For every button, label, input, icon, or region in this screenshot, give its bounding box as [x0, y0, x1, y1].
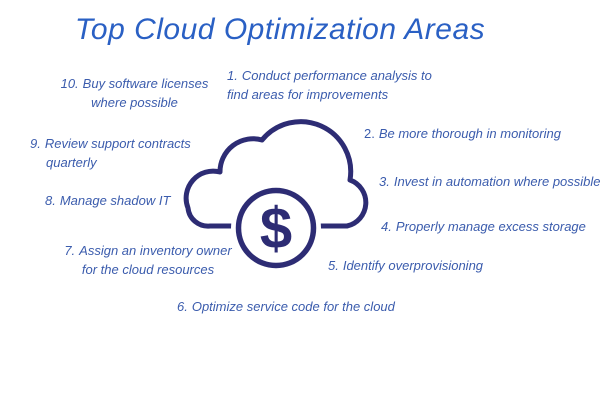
page-title: Top Cloud Optimization Areas [74, 13, 486, 46]
item-number: 5. [328, 258, 339, 273]
item-text: Identify overprovisioning [342, 258, 484, 273]
item-number: 4. [381, 219, 392, 234]
item-7: 7. Assign an inventory owner for the clou… [62, 241, 234, 279]
item-2: 2. Be more thorough in monitoring [364, 124, 561, 143]
item-text: Optimize service code for the cloud [191, 299, 395, 314]
item-text: Manage shadow IT [59, 193, 171, 208]
item-1: 1. Conduct performance analysis to find a… [227, 66, 432, 104]
item-6: 6. Optimize service code for the cloud [177, 297, 395, 316]
item-text: Conduct performance analysis to [241, 68, 432, 83]
item-text-line2: where possible [91, 95, 178, 110]
item-text: Be more thorough in monitoring [378, 126, 561, 141]
item-text: Review support contracts [44, 136, 191, 151]
item-number: 2. [364, 126, 375, 141]
item-10: 10. Buy software licenses where possible [52, 74, 217, 112]
item-3: 3. Invest in automation where possible [379, 172, 600, 191]
dollar-circle-icon [235, 187, 317, 269]
item-text: Assign an inventory owner [79, 243, 232, 258]
item-8: 8. Manage shadow IT [45, 191, 170, 210]
cloud-outline-icon [183, 119, 369, 229]
item-text: Invest in automation where possible [393, 174, 600, 189]
item-text: Buy software licenses [82, 76, 209, 91]
item-number: 8. [45, 193, 56, 208]
item-number: 7. [64, 243, 76, 258]
item-number: 10. [60, 76, 79, 91]
item-4: 4. Properly manage excess storage [381, 217, 586, 236]
item-number: 9. [30, 136, 41, 151]
item-number: 3. [379, 174, 390, 189]
item-text-line2: find areas for improvements [227, 87, 389, 102]
item-number: 6. [177, 299, 188, 314]
item-5: 5. Identify overprovisioning [328, 256, 483, 275]
item-text-line2: quarterly [46, 155, 97, 170]
dollar-sign-icon: $ [260, 196, 292, 261]
item-number: 1. [227, 68, 238, 83]
item-text-line2: for the cloud resources [81, 262, 215, 277]
item-text: Properly manage excess storage [395, 219, 586, 234]
item-9: 9. Review support contracts quarterly [30, 134, 191, 172]
